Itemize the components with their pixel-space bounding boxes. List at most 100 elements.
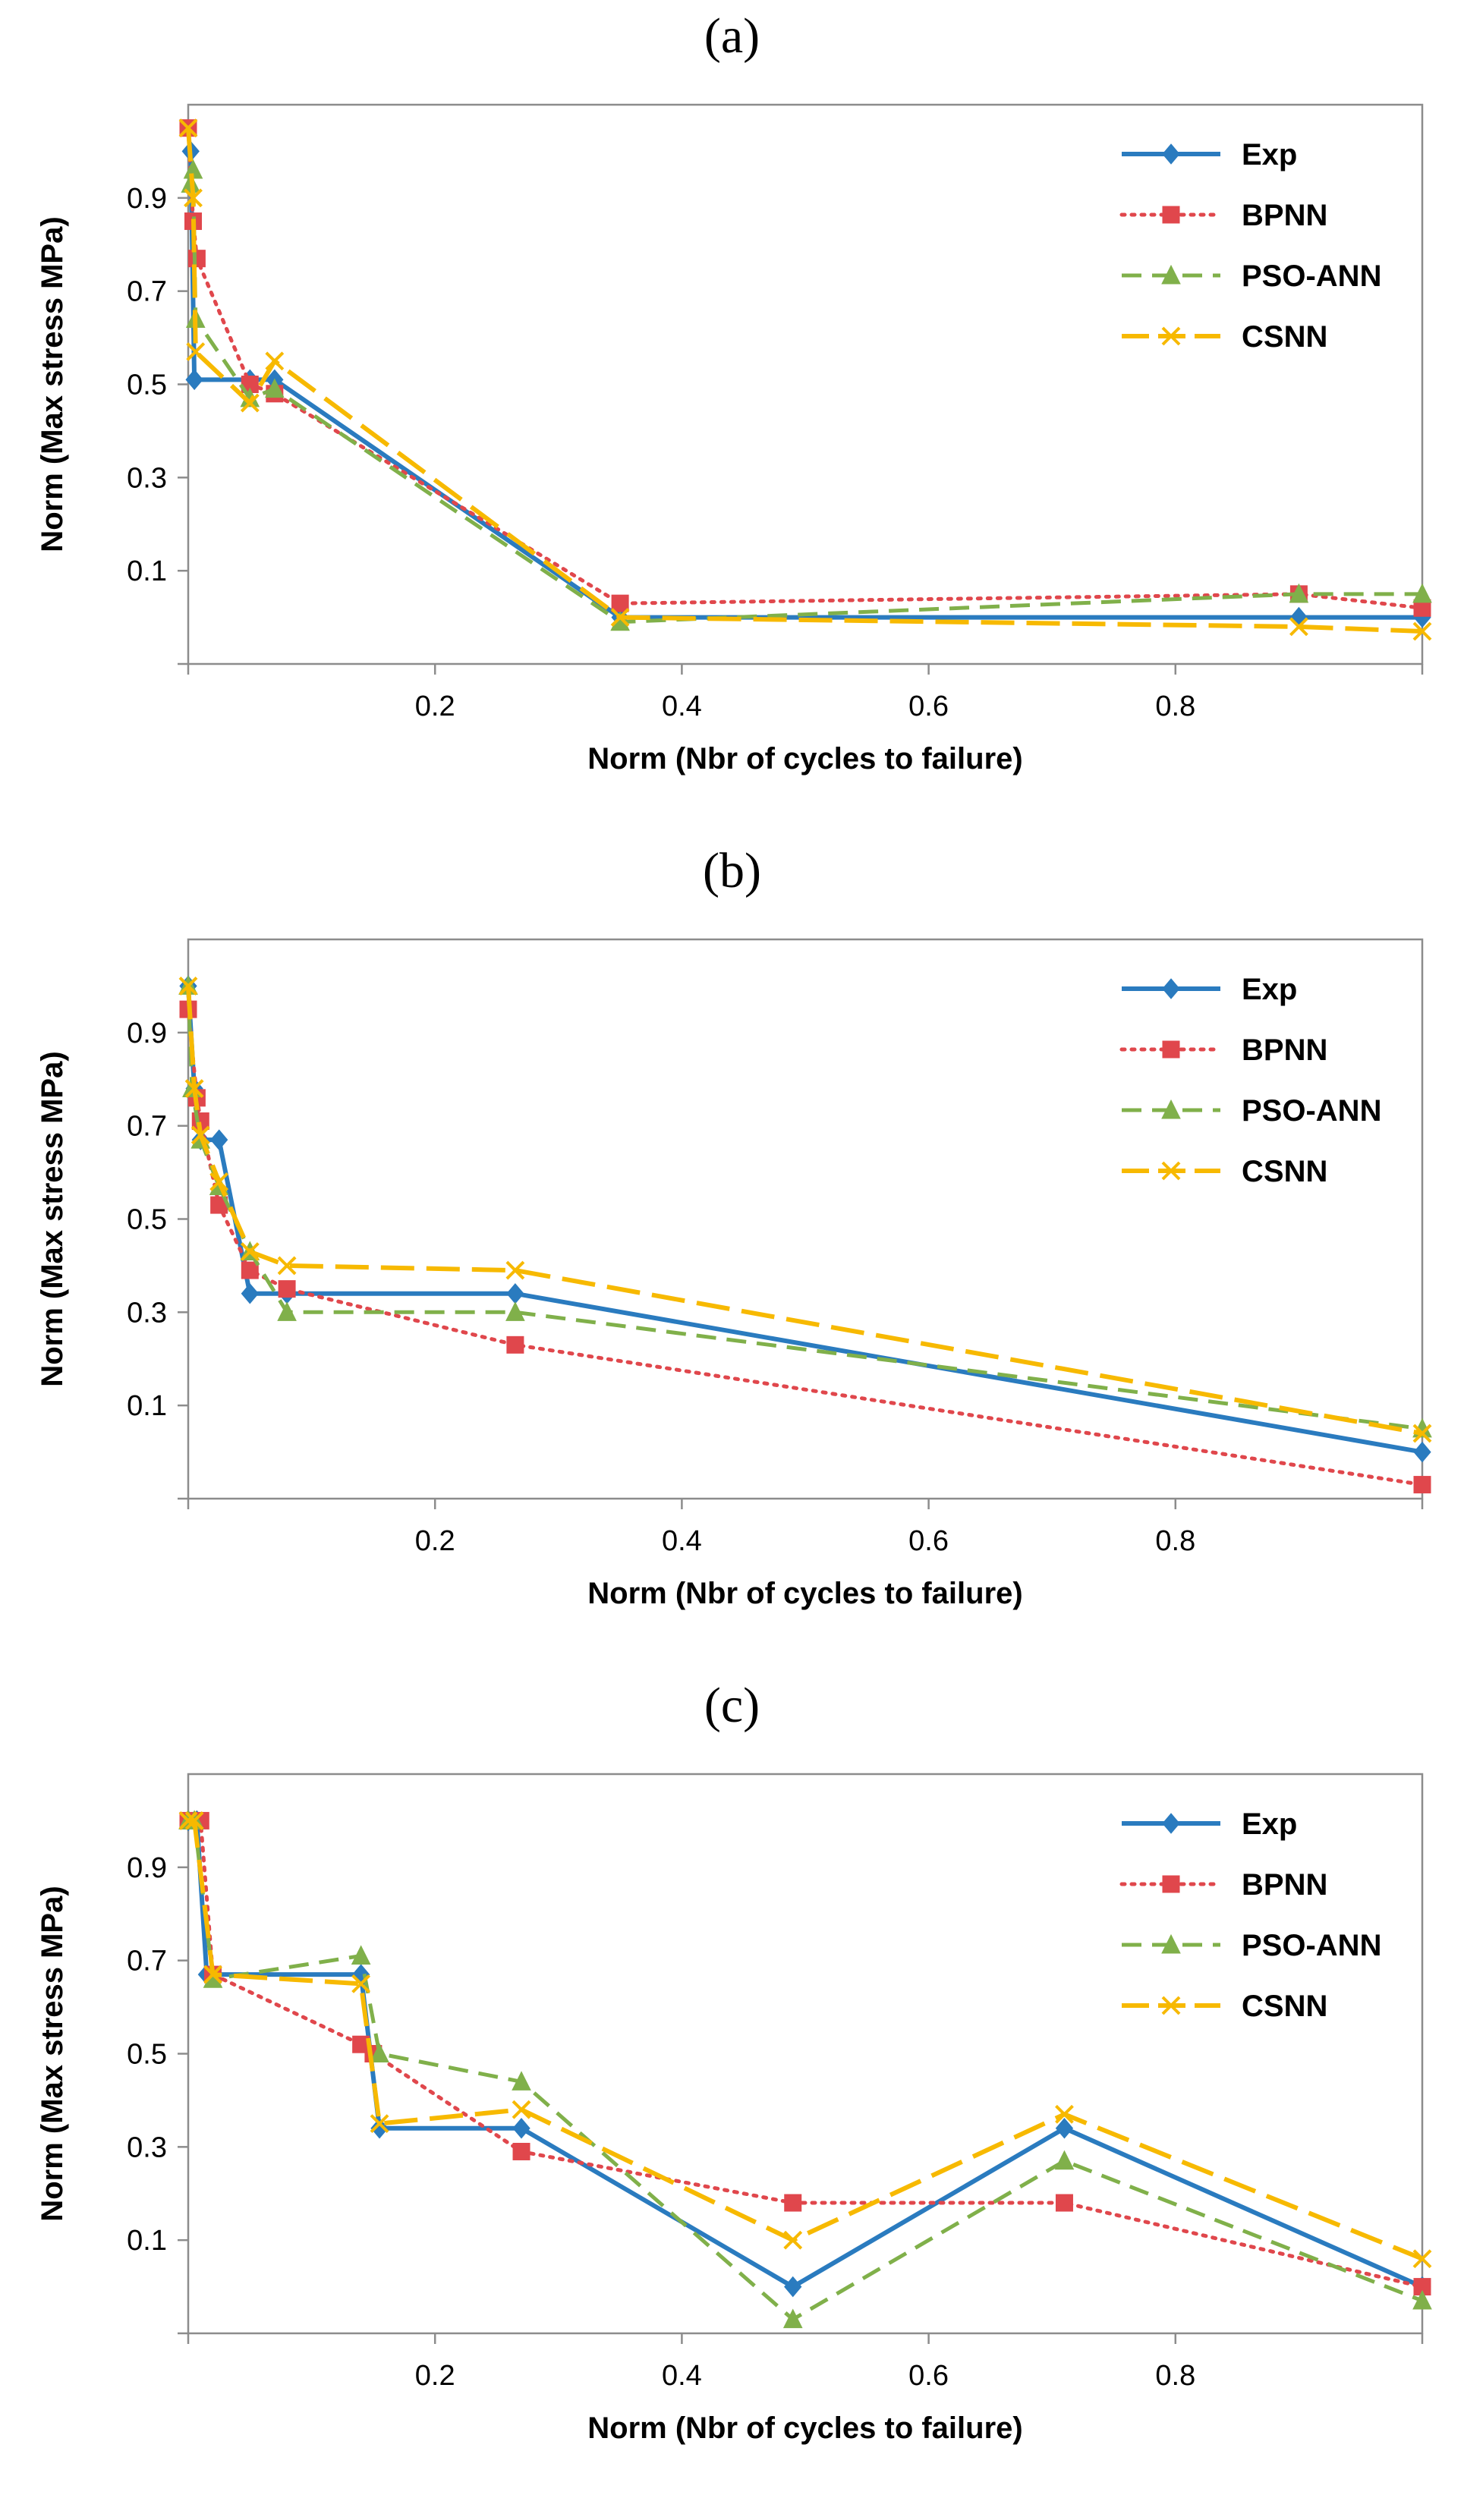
- plot-area: [187, 938, 1424, 1500]
- series-csnn: [178, 1811, 1432, 2269]
- legend-item-exp: Exp: [1122, 1807, 1297, 1841]
- x-tick-label: 0.6: [908, 2360, 949, 2392]
- data-point-pso-ann: [1412, 2289, 1432, 2310]
- series-line-pso-ann: [188, 1818, 1423, 2322]
- x-tick-label: 0.8: [1155, 691, 1195, 722]
- data-point-csnn: [184, 1811, 204, 1830]
- x-axis-label: Norm (Nbr of cycles to failure): [587, 2411, 1022, 2445]
- x-tick-label: 0.2: [415, 2360, 455, 2392]
- data-point-bpnn: [506, 1336, 524, 1354]
- data-point-bpnn: [611, 594, 629, 612]
- data-point-csnn: [1412, 621, 1432, 641]
- legend-item-pso-ann: PSO-ANN: [1122, 1094, 1381, 1128]
- legend-marker: [1162, 206, 1180, 224]
- series-csnn: [178, 118, 1432, 641]
- y-tick-label: 0.1: [127, 2225, 167, 2257]
- data-point-pso-ann: [1289, 583, 1309, 603]
- x-tick-label: 0.6: [908, 691, 949, 722]
- series-line-csnn: [186, 127, 1423, 634]
- data-point-csnn: [240, 1242, 260, 1261]
- legend-label: Exp: [1242, 1807, 1297, 1841]
- x-tick-label: 0.8: [1155, 2360, 1195, 2392]
- data-point-exp: [241, 1282, 259, 1304]
- data-point-csnn: [277, 1256, 297, 1276]
- chart-a-svg: 0.1 0.3 0.5 0.7 0.9 0.2 0.4 0.6 0.8 Norm (Nbr of …: [36, 103, 1432, 776]
- legend-label: CSNN: [1242, 320, 1327, 354]
- data-point-pso-ann: [512, 2071, 531, 2091]
- y-tick-label: 0.5: [127, 1204, 167, 1236]
- data-point-bpnn: [1413, 1476, 1431, 1494]
- legend-item-bpnn: BPNN: [1119, 199, 1327, 232]
- legend: Exp BPNN PSO-ANN CSNN: [1119, 138, 1381, 354]
- data-point-exp: [784, 2276, 802, 2298]
- data-point-exp: [512, 2117, 531, 2139]
- chart-panel-c: (c) 0.1 0.3 0.5 0.7 0.9 0.2 0.4 0.6 0.8 Norm (Nbr…: [0, 1669, 1464, 2515]
- data-point-pso-ann: [265, 378, 285, 398]
- legend-marker: [1161, 326, 1181, 346]
- series-line-csnn: [186, 986, 1423, 1436]
- data-point-csnn: [209, 1172, 229, 1191]
- y-tick-label: 0.3: [127, 1297, 167, 1329]
- x-tick-label: 0.2: [415, 1525, 455, 1557]
- panel-title-b: (b): [703, 843, 761, 898]
- plot-area: [187, 103, 1424, 665]
- data-point-exp: [1055, 2117, 1074, 2139]
- panel-title-a: (a): [704, 8, 760, 64]
- legend-label: PSO-ANN: [1242, 260, 1381, 293]
- legend-item-csnn: CSNN: [1122, 1155, 1327, 1188]
- y-axis-label: Norm (Max stress MPa): [36, 216, 69, 552]
- data-point-csnn: [203, 1965, 222, 1984]
- x-axis-label: Norm (Nbr of cycles to failure): [587, 742, 1022, 776]
- chart-panel-a: (a) 0.1 0.3 0.5 0.7 0.9 0.2 0.4 0.6 0.8 Norm (Nbr…: [0, 0, 1464, 831]
- panel-title-c: (c): [704, 1678, 760, 1733]
- data-point-bpnn: [278, 1280, 296, 1298]
- x-axis-label: Norm (Nbr of cycles to failure): [587, 1577, 1022, 1610]
- data-point-pso-ann: [1054, 2150, 1075, 2170]
- data-point-csnn: [186, 342, 206, 361]
- y-tick-label: 0.1: [127, 555, 167, 587]
- legend-marker: [1161, 1996, 1181, 2015]
- legend-label: BPNN: [1242, 1868, 1327, 1902]
- data-point-csnn: [265, 351, 285, 371]
- plot-area: [187, 1773, 1424, 2335]
- legend: Exp BPNN PSO-ANN CSNN: [1119, 1807, 1381, 2023]
- y-tick-label: 0.9: [127, 1852, 167, 1884]
- data-point-pso-ann: [505, 1301, 525, 1321]
- legend-item-csnn: CSNN: [1122, 320, 1327, 354]
- data-point-csnn: [370, 2114, 389, 2134]
- legend-item-csnn: CSNN: [1122, 1990, 1327, 2023]
- legend-marker: [1162, 1875, 1180, 1893]
- data-point-csnn: [1055, 2104, 1074, 2124]
- data-point-csnn: [512, 2100, 531, 2119]
- series-line-csnn: [188, 1818, 1424, 2261]
- legend-marker: [1161, 1099, 1181, 1119]
- y-tick-label: 0.5: [127, 2039, 167, 2071]
- x-tick-label: 0.8: [1155, 1525, 1195, 1557]
- y-tick-label: 0.7: [127, 1111, 167, 1143]
- legend-label: BPNN: [1242, 1033, 1327, 1067]
- data-point-csnn: [184, 1079, 204, 1098]
- legend: Exp BPNN PSO-ANN CSNN: [1119, 973, 1381, 1188]
- legend-marker: [1161, 1161, 1181, 1181]
- legend-marker: [1162, 143, 1180, 165]
- data-point-bpnn: [1055, 2194, 1073, 2212]
- data-point-pso-ann: [1412, 583, 1432, 603]
- data-point-csnn: [783, 2230, 803, 2250]
- data-point-bpnn: [187, 250, 206, 268]
- data-point-csnn: [1412, 1424, 1432, 1443]
- data-point-exp: [185, 369, 203, 391]
- data-point-exp: [1413, 1441, 1431, 1463]
- data-point-csnn: [351, 1974, 371, 1993]
- data-point-pso-ann: [782, 2308, 803, 2329]
- legend-item-exp: Exp: [1122, 138, 1297, 171]
- y-tick-label: 0.3: [127, 2131, 167, 2163]
- legend-item-bpnn: BPNN: [1119, 1033, 1327, 1067]
- data-point-pso-ann: [277, 1301, 297, 1321]
- y-tick-label: 0.9: [127, 183, 167, 215]
- legend-label: CSNN: [1242, 1155, 1327, 1188]
- data-point-bpnn: [241, 1261, 259, 1279]
- data-point-csnn: [505, 1260, 525, 1280]
- y-tick-label: 0.5: [127, 370, 167, 401]
- y-axis-label: Norm (Max stress MPa): [36, 1886, 69, 2221]
- legend-label: PSO-ANN: [1242, 1094, 1381, 1128]
